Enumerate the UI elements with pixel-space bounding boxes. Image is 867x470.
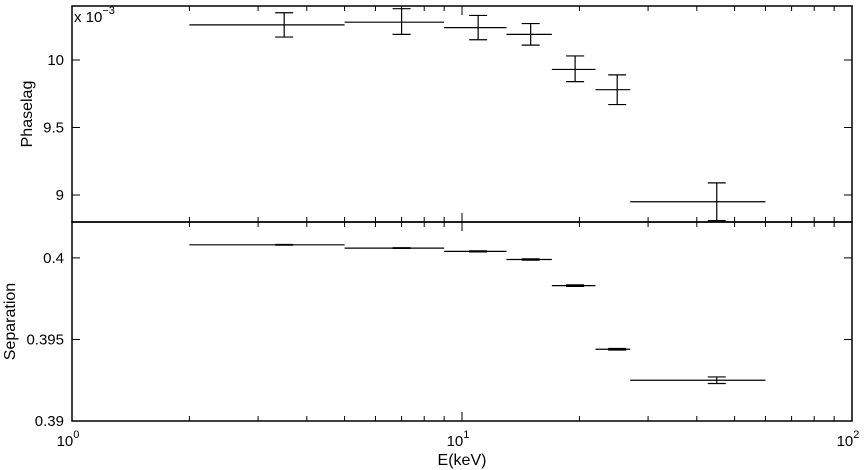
data-point: [344, 8, 445, 35]
plot-frame: [71, 5, 853, 223]
x-tick-label: 101: [447, 429, 470, 450]
data-point: [506, 22, 552, 46]
x-tick-label-exp: 1: [463, 429, 469, 441]
x-tick-label-base: 10: [447, 433, 464, 450]
x-axis-label: E(keV): [438, 452, 487, 469]
data-point: [551, 284, 596, 288]
y-axis-label: Phaselag: [19, 81, 36, 148]
y-exponent-base: x 10: [74, 9, 102, 26]
data-point: [444, 250, 507, 253]
x-tick-label-exp: 0: [73, 429, 79, 441]
data-point: [189, 243, 345, 246]
data-point: [630, 376, 766, 385]
data-point: [595, 74, 631, 106]
data-point: [595, 347, 631, 351]
x-tick-label-exp: 2: [853, 429, 859, 441]
data-point: [551, 55, 596, 83]
y-tick-label: 9.5: [43, 120, 64, 137]
x-tick-label-base: 10: [57, 433, 74, 450]
data-point: [506, 258, 552, 261]
y-axis-label: Separation: [2, 283, 19, 360]
x-tick-label-base: 10: [837, 433, 854, 450]
y-tick-label: 10: [47, 52, 64, 69]
y-exponent-power: −3: [102, 5, 115, 17]
y-tick-label: 0.39: [35, 413, 64, 430]
data-point: [630, 182, 766, 222]
y-tick-label: 0.4: [43, 250, 64, 267]
data-point: [344, 247, 445, 250]
y-tick-label: 9: [56, 187, 64, 204]
x-tick-label: 100: [57, 429, 80, 450]
phaselag-panel: 9 9.5 10 Phaselag x 10−3: [19, 5, 853, 223]
data-point: [444, 14, 507, 41]
y-exponent-label: x 10−3: [74, 5, 115, 26]
y-tick-label: 0.395: [26, 331, 64, 348]
data-point: [189, 12, 345, 38]
x-tick-label: 102: [837, 429, 860, 450]
